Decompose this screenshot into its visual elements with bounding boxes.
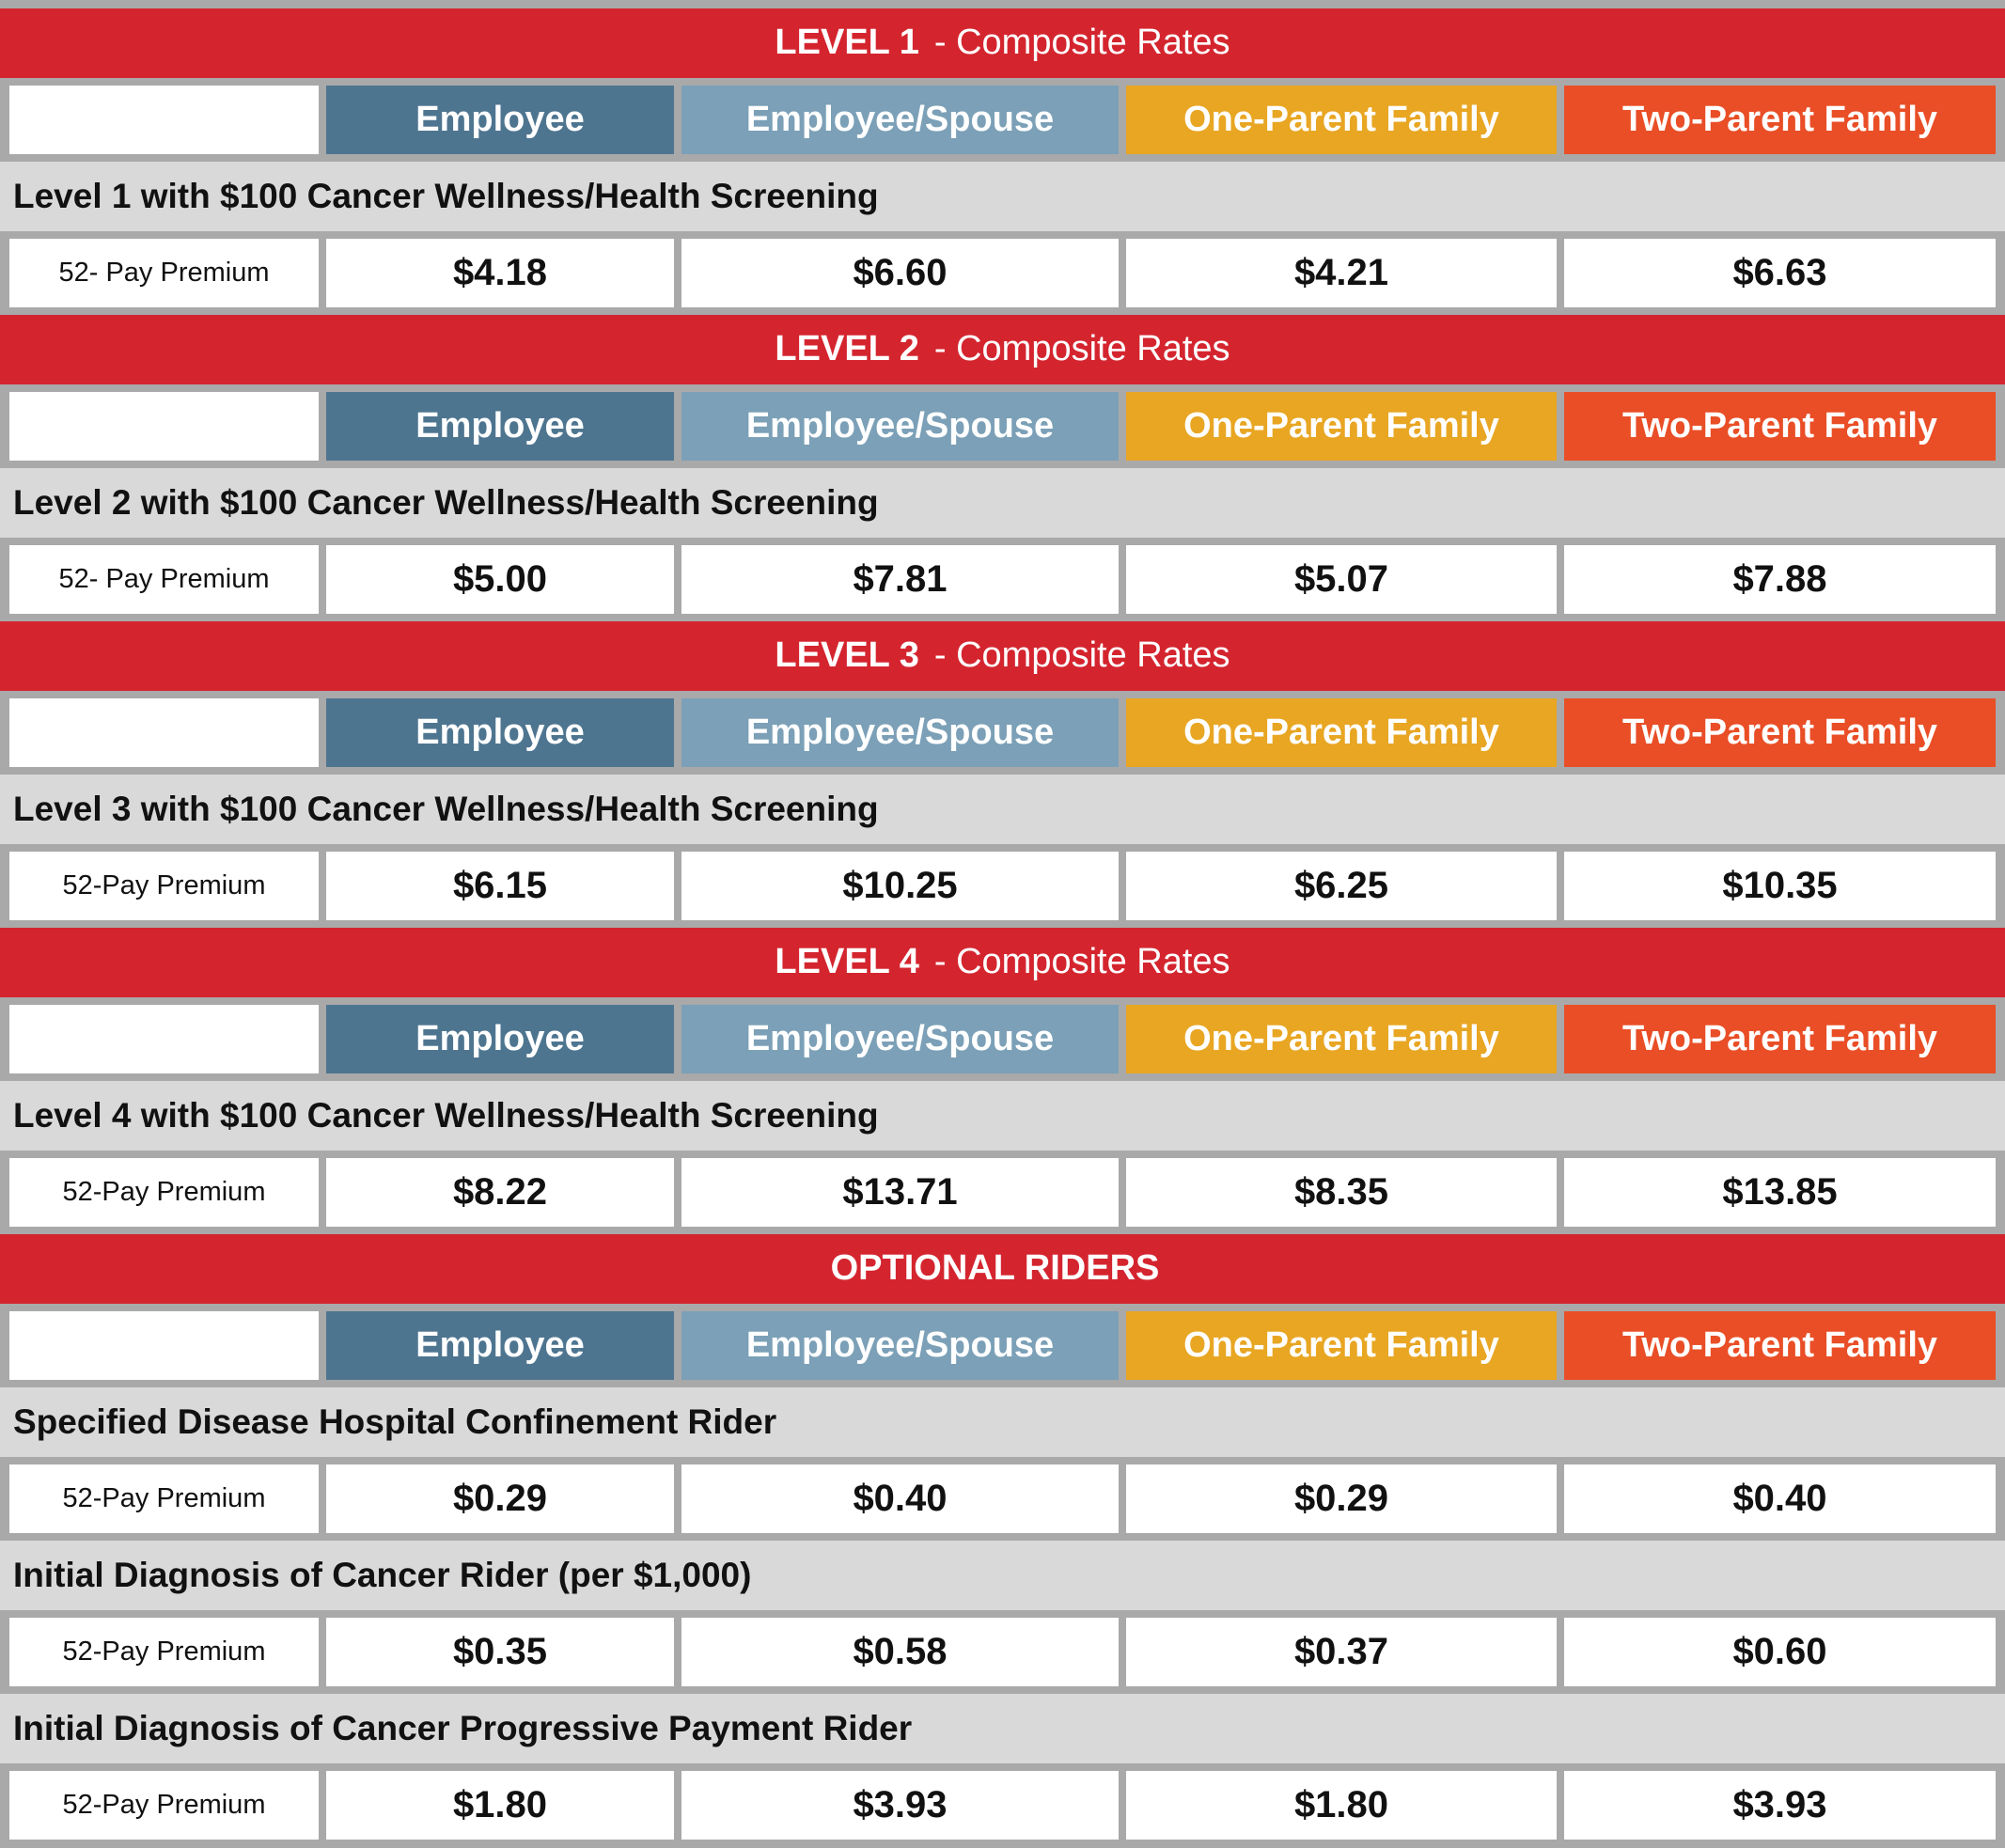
column-header: Two-Parent Family <box>1564 85 1996 154</box>
premium-value: $7.81 <box>681 544 1119 614</box>
title-bold: LEVEL 1 <box>775 23 919 63</box>
column-header: Two-Parent Family <box>1564 1310 1996 1380</box>
column-header: Employee/Spouse <box>681 697 1119 767</box>
premium-value: $8.22 <box>326 1157 674 1227</box>
blank-cell <box>9 697 319 767</box>
section-title: OPTIONAL RIDERS <box>0 1234 2005 1304</box>
premium-value: $3.93 <box>1564 1770 1996 1840</box>
premium-value: $10.35 <box>1564 851 1996 920</box>
row-label: 52-Pay Premium <box>9 1157 319 1227</box>
premium-value: $4.18 <box>326 238 674 307</box>
title-bold: LEVEL 3 <box>775 635 919 676</box>
plan-name: Level 1 with $100 Cancer Wellness/Health… <box>0 162 2005 231</box>
row-label: 52- Pay Premium <box>9 544 319 614</box>
premium-value: $13.85 <box>1564 1157 1996 1227</box>
column-header: One-Parent Family <box>1126 1310 1557 1380</box>
title-rest: - Composite Rates <box>933 942 1230 982</box>
section-title: LEVEL 2 - Composite Rates <box>0 315 2005 384</box>
premium-value: $10.25 <box>681 851 1119 920</box>
column-header: Employee <box>326 391 674 461</box>
column-header: Employee <box>326 697 674 767</box>
blank-cell <box>9 1004 319 1073</box>
plan-name: Initial Diagnosis of Cancer Progressive … <box>0 1694 2005 1763</box>
column-header: One-Parent Family <box>1126 391 1557 461</box>
premium-value: $6.63 <box>1564 238 1996 307</box>
plan-name: Level 3 with $100 Cancer Wellness/Health… <box>0 775 2005 844</box>
column-header: Employee <box>326 1310 674 1380</box>
column-header: Two-Parent Family <box>1564 697 1996 767</box>
column-header: Employee/Spouse <box>681 1004 1119 1073</box>
plan-name: Initial Diagnosis of Cancer Rider (per $… <box>0 1541 2005 1610</box>
blank-cell <box>9 85 319 154</box>
section-title: LEVEL 3 - Composite Rates <box>0 621 2005 691</box>
section-title: LEVEL 4 - Composite Rates <box>0 928 2005 997</box>
column-header: One-Parent Family <box>1126 85 1557 154</box>
premium-value: $13.71 <box>681 1157 1119 1227</box>
premium-value: $0.40 <box>1564 1464 1996 1533</box>
blank-cell <box>9 1310 319 1380</box>
column-header: Employee <box>326 85 674 154</box>
title-bold: LEVEL 2 <box>775 329 919 369</box>
premium-value: $6.25 <box>1126 851 1557 920</box>
title-bold: LEVEL 4 <box>775 942 919 982</box>
premium-value: $5.07 <box>1126 544 1557 614</box>
premium-value: $0.40 <box>681 1464 1119 1533</box>
premium-value: $0.29 <box>1126 1464 1557 1533</box>
title-rest: - Composite Rates <box>933 329 1230 369</box>
column-header: Employee/Spouse <box>681 391 1119 461</box>
section-title: LEVEL 1 - Composite Rates <box>0 8 2005 78</box>
row-label: 52-Pay Premium <box>9 1617 319 1686</box>
title-bold: OPTIONAL RIDERS <box>830 1248 1160 1289</box>
premium-value: $0.29 <box>326 1464 674 1533</box>
row-label: 52-Pay Premium <box>9 1464 319 1533</box>
premium-value: $0.58 <box>681 1617 1119 1686</box>
premium-value: $0.60 <box>1564 1617 1996 1686</box>
column-header: Employee <box>326 1004 674 1073</box>
premium-value: $0.37 <box>1126 1617 1557 1686</box>
column-header: Employee/Spouse <box>681 1310 1119 1380</box>
plan-name: Level 2 with $100 Cancer Wellness/Health… <box>0 468 2005 538</box>
premium-value: $1.80 <box>1126 1770 1557 1840</box>
premium-value: $5.00 <box>326 544 674 614</box>
row-label: 52-Pay Premium <box>9 1770 319 1840</box>
column-header: Two-Parent Family <box>1564 1004 1996 1073</box>
row-label: 52-Pay Premium <box>9 851 319 920</box>
plan-name: Specified Disease Hospital Confinement R… <box>0 1387 2005 1457</box>
row-label: 52- Pay Premium <box>9 238 319 307</box>
premium-value: $6.60 <box>681 238 1119 307</box>
premium-value: $1.80 <box>326 1770 674 1840</box>
premium-value: $4.21 <box>1126 238 1557 307</box>
title-rest: - Composite Rates <box>933 23 1230 63</box>
column-header: One-Parent Family <box>1126 697 1557 767</box>
column-header: Two-Parent Family <box>1564 391 1996 461</box>
premium-value: $6.15 <box>326 851 674 920</box>
premium-value: $8.35 <box>1126 1157 1557 1227</box>
column-header: Employee/Spouse <box>681 85 1119 154</box>
premium-value: $7.88 <box>1564 544 1996 614</box>
premium-value: $0.35 <box>326 1617 674 1686</box>
premium-value: $3.93 <box>681 1770 1119 1840</box>
column-header: One-Parent Family <box>1126 1004 1557 1073</box>
title-rest: - Composite Rates <box>933 635 1230 676</box>
blank-cell <box>9 391 319 461</box>
plan-name: Level 4 with $100 Cancer Wellness/Health… <box>0 1081 2005 1151</box>
